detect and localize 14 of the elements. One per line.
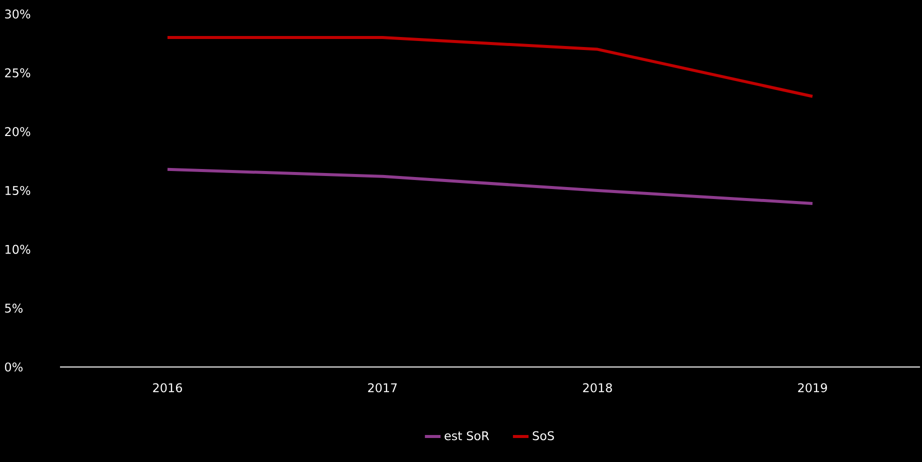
x-tick-label: 2016 bbox=[153, 383, 182, 392]
line-series bbox=[166, 168, 814, 205]
x-tick-label: 2019 bbox=[798, 383, 827, 392]
y-tick-label: 0% bbox=[4, 362, 23, 372]
y-tick-label: 15% bbox=[6, 186, 30, 196]
y-tick-label: 10% bbox=[6, 244, 30, 254]
y-tick-label: 5% bbox=[5, 304, 23, 313]
y-tick-label: 30% bbox=[5, 9, 30, 19]
y-tick-label: 20% bbox=[5, 127, 30, 136]
y-tick-label: 25% bbox=[5, 68, 30, 78]
x-tick-label: 2018 bbox=[583, 383, 612, 392]
legend-label: est SoR bbox=[444, 431, 490, 440]
legend-label: SoS bbox=[532, 431, 554, 440]
x-tick-label: 2017 bbox=[368, 383, 397, 392]
